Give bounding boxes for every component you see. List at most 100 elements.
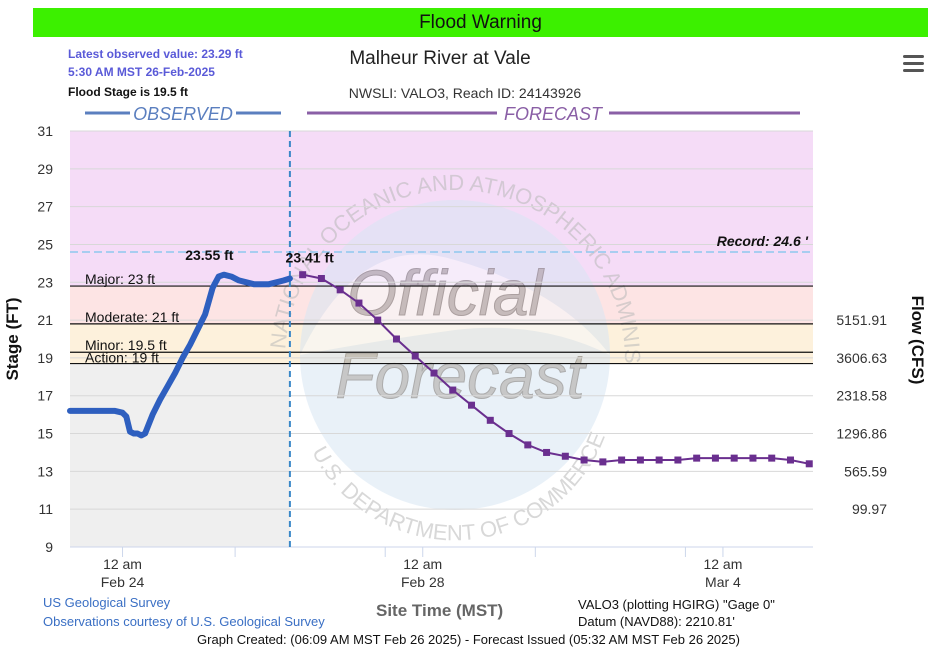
observed-header: OBSERVED bbox=[133, 104, 233, 124]
x-tick-label: 12 am bbox=[703, 556, 742, 572]
flow-tick-label: 1296.86 bbox=[836, 426, 887, 442]
y-tick-label: 25 bbox=[37, 236, 53, 252]
forecast-point bbox=[468, 401, 476, 409]
forecast-point bbox=[449, 386, 457, 394]
forecast-point bbox=[486, 416, 494, 424]
x-tick-date: Mar 4 bbox=[705, 574, 741, 590]
forecast-point bbox=[749, 454, 757, 462]
x-tick-label: 12 am bbox=[403, 556, 442, 572]
observed-point bbox=[138, 432, 144, 438]
y-tick-label: 19 bbox=[37, 350, 53, 366]
forecast-point bbox=[805, 460, 813, 468]
observed-point bbox=[273, 279, 279, 285]
flood-stage-note: Flood Stage is 19.5 ft bbox=[68, 85, 189, 99]
latest-observed-time: 5:30 AM MST 26-Feb-2025 bbox=[68, 65, 215, 79]
forecast-point bbox=[693, 454, 701, 462]
chart-title: Malheur River at Vale bbox=[349, 48, 531, 69]
y-tick-label: 31 bbox=[37, 123, 53, 139]
forecast-point bbox=[411, 352, 419, 360]
observed-point bbox=[146, 421, 152, 427]
y2-axis-title: Flow (CFS) bbox=[908, 296, 927, 385]
forecast-point bbox=[392, 335, 400, 343]
observed-point bbox=[127, 429, 133, 435]
forecast-point bbox=[336, 286, 344, 294]
observed-point bbox=[157, 397, 163, 403]
observed-point bbox=[266, 281, 272, 287]
y-tick-label: 9 bbox=[45, 539, 53, 555]
flow-tick-label: 565.59 bbox=[844, 463, 887, 479]
forecast-point bbox=[317, 274, 325, 282]
gage-info: VALO3 (plotting HGIRG) "Gage 0" bbox=[578, 597, 775, 612]
graph-created-info: Graph Created: (06:09 AM MST Feb 26 2025… bbox=[197, 632, 740, 647]
observed-point bbox=[135, 431, 141, 437]
observed-point bbox=[202, 311, 208, 317]
forecast-point bbox=[561, 452, 569, 460]
forecast-point bbox=[730, 454, 738, 462]
forecast-point bbox=[655, 456, 663, 464]
forecast-point bbox=[636, 456, 644, 464]
record-label: Record: 24.6 ' bbox=[717, 233, 809, 249]
observed-point bbox=[236, 277, 242, 283]
forecast-point bbox=[580, 456, 588, 464]
observed-point bbox=[112, 408, 118, 414]
observed-point bbox=[180, 355, 186, 361]
datum-info: Datum (NAVD88): 2210.81' bbox=[578, 614, 735, 629]
y-tick-label: 11 bbox=[38, 501, 53, 517]
threshold-label: Action: 19 ft bbox=[85, 350, 159, 366]
peak-annotation: 23.55 ft bbox=[185, 247, 234, 263]
y-tick-label: 15 bbox=[37, 426, 53, 442]
observed-point bbox=[221, 272, 227, 278]
observed-point bbox=[165, 383, 171, 389]
y-tick-label: 29 bbox=[37, 161, 53, 177]
observed-point bbox=[287, 275, 293, 281]
flow-tick-label: 5151.91 bbox=[836, 312, 887, 328]
forecast-header: FORECAST bbox=[504, 104, 604, 124]
forecast-point bbox=[524, 441, 532, 449]
observed-point bbox=[228, 274, 234, 280]
forecast-point bbox=[299, 271, 307, 279]
x-tick-date: Feb 24 bbox=[101, 574, 145, 590]
forecast-point bbox=[543, 448, 551, 456]
observed-point bbox=[120, 410, 126, 416]
y-tick-label: 27 bbox=[37, 199, 53, 215]
forecast-point bbox=[674, 456, 682, 464]
observed-point bbox=[216, 274, 222, 280]
y-axis-title: Stage (FT) bbox=[3, 297, 22, 380]
observed-point bbox=[82, 408, 88, 414]
observed-point bbox=[142, 431, 148, 437]
threshold-label: Major: 23 ft bbox=[85, 271, 155, 287]
y-tick-label: 23 bbox=[37, 274, 53, 290]
latest-observed-value: Latest observed value: 23.29 ft bbox=[68, 47, 243, 61]
watermark-forecast: Forecast bbox=[336, 340, 587, 412]
observed-point bbox=[187, 342, 193, 348]
flow-tick-label: 2318.58 bbox=[836, 388, 887, 404]
observed-point bbox=[67, 408, 73, 414]
observed-point bbox=[123, 414, 129, 420]
forecast-point bbox=[599, 458, 607, 466]
flow-tick-label: 99.97 bbox=[852, 501, 887, 517]
latest-observed-info: Latest observed value: 23.29 ft 5:30 AM … bbox=[68, 45, 243, 81]
forecast-point bbox=[711, 454, 719, 462]
forecast-point bbox=[618, 456, 626, 464]
forecast-point bbox=[430, 369, 438, 377]
watermark-bird bbox=[300, 254, 610, 355]
threshold-label: Minor: 19.5 ft bbox=[85, 337, 167, 353]
x-axis-label: Site Time (MST) bbox=[376, 601, 504, 620]
usgs-observations-link[interactable]: Observations courtesy of U.S. Geological… bbox=[43, 614, 325, 629]
x-tick-date: Feb 28 bbox=[401, 574, 445, 590]
observed-point bbox=[131, 431, 137, 437]
flood-warning-banner: Flood Warning bbox=[33, 8, 928, 37]
forecast-point bbox=[355, 299, 363, 307]
chart-subtitle: NWSLI: VALO3, Reach ID: 24143926 bbox=[348, 85, 582, 101]
observed-point bbox=[172, 370, 178, 376]
observed-point bbox=[195, 327, 201, 333]
usgs-link[interactable]: US Geological Survey bbox=[43, 595, 171, 610]
hamburger-menu-icon[interactable] bbox=[903, 55, 924, 73]
y-tick-label: 13 bbox=[37, 463, 53, 479]
observed-point bbox=[258, 281, 264, 287]
y-tick-label: 21 bbox=[37, 312, 53, 328]
observed-point bbox=[97, 408, 103, 414]
watermark-logo-circle bbox=[300, 200, 610, 510]
peak-annotation: 23.41 ft bbox=[286, 250, 335, 266]
